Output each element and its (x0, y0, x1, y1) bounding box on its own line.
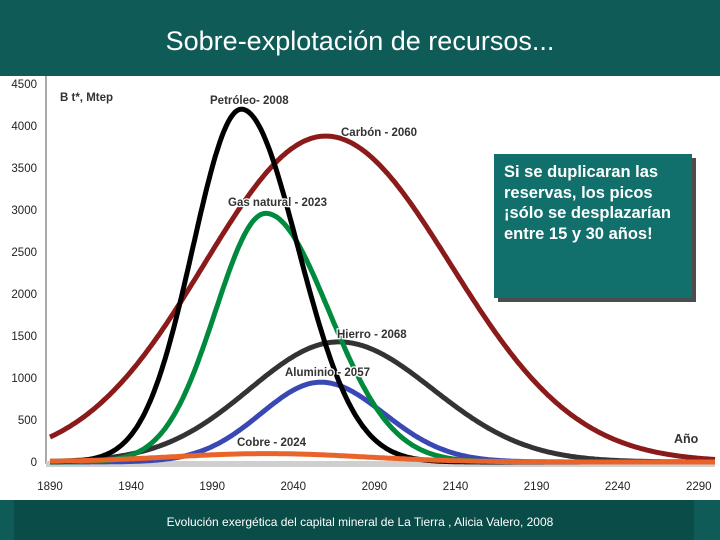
y-tick-label: 4500 (11, 79, 37, 91)
slide-title: Sobre-explotación de recursos... (165, 26, 555, 56)
y-tick-label: 4000 (11, 121, 37, 133)
y-tick-label: 3000 (11, 205, 37, 217)
series-label-petrleo: Petróleo- 2008 (210, 95, 289, 107)
x-axis-title: Año (674, 432, 699, 446)
callout-text: Si se duplicaran las reservas, los picos… (504, 163, 671, 243)
series-label-cobre: Cobre - 2024 (237, 437, 307, 449)
footer-citation: Evolución exergética del capital mineral… (166, 515, 554, 529)
series-line-carbn (48, 133, 716, 462)
x-tick-label: 2190 (524, 481, 550, 493)
series-label-aluminio: Aluminio - 2057 (285, 367, 370, 379)
x-tick-label: 1940 (118, 481, 144, 493)
footer-band (14, 500, 694, 540)
y-tick-label: 2000 (11, 289, 37, 301)
x-tick-label: 2140 (443, 481, 469, 493)
y-tick-label: 1500 (11, 331, 37, 343)
x-tick-label: 1890 (37, 481, 63, 493)
y-tick-label: 0 (31, 457, 37, 469)
x-tick-label: 2290 (686, 481, 712, 493)
x-tick-label: 2040 (280, 481, 306, 493)
y-tick-label: 1000 (11, 373, 37, 385)
callout-box: Si se duplicaran las reservas, los picos… (494, 154, 692, 298)
y-tick-label: 3500 (11, 163, 37, 175)
series-label-hierro: Hierro - 2068 (337, 329, 407, 341)
footer-bar: Evolución exergética del capital mineral… (0, 500, 720, 540)
series-label-gasnatural: Gas natural - 2023 (228, 197, 327, 209)
x-tick-label: 1990 (199, 481, 225, 493)
series-label-carbn: Carbón - 2060 (341, 127, 417, 139)
x-tick-label: 2240 (605, 481, 631, 493)
y-axis-title: B t*, Mtep (60, 92, 113, 104)
y-tick-label: 500 (18, 415, 37, 427)
x-tick-label: 2090 (362, 481, 388, 493)
title-bar: Sobre-explotación de recursos... (0, 0, 720, 76)
x-axis-band (46, 461, 715, 467)
resource-peak-chart: 0 500 1000 1500 2000 2500 3000 3500 4000 4500 1890… (11, 76, 716, 493)
y-tick-label: 2500 (11, 247, 37, 259)
series-line-cobre (49, 451, 716, 465)
